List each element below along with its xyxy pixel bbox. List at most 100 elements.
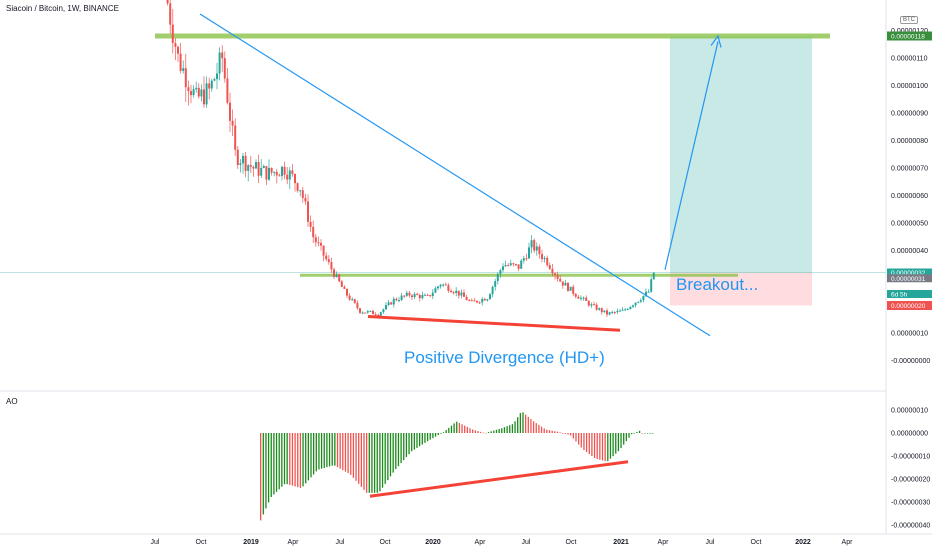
price-tag-label: 0.00000020 <box>891 303 926 310</box>
ao-y-tick-label: 0.00000000 <box>891 431 928 438</box>
candle-body <box>650 279 653 292</box>
ao-bar <box>615 433 617 454</box>
ao-bar <box>506 426 508 433</box>
x-tick-label: 2022 <box>795 539 811 546</box>
candle-body <box>174 43 177 47</box>
candle-body <box>437 286 439 289</box>
candle-body <box>390 302 393 305</box>
ao-bar <box>525 414 527 433</box>
candle-body <box>502 266 504 271</box>
candle-body <box>257 162 260 176</box>
candle-body <box>255 162 257 169</box>
ao-bar <box>604 433 606 462</box>
ao-bar <box>551 430 553 433</box>
candle-body <box>447 285 450 291</box>
ao-bar <box>442 432 445 433</box>
ao-bar <box>464 425 466 433</box>
ao-bar <box>649 433 651 434</box>
ao-bar <box>609 433 612 459</box>
ao-bar <box>607 433 609 462</box>
ao-bar <box>596 433 598 459</box>
divergence-annotation: Positive Divergence (HD+) <box>404 348 605 367</box>
candle-body <box>353 299 356 303</box>
candle-body <box>431 292 434 297</box>
candle-body <box>203 89 205 105</box>
candle-body <box>442 284 445 286</box>
profit-zone <box>670 36 812 273</box>
candle-body <box>491 286 494 295</box>
candle-body <box>429 295 432 297</box>
candle-body <box>585 297 588 301</box>
ao-bar <box>326 433 328 468</box>
candle-body <box>343 286 346 289</box>
candle-body <box>478 302 481 304</box>
candle-body <box>387 302 390 306</box>
ao-bar <box>477 431 479 433</box>
ao-bar <box>548 430 551 433</box>
candle-body <box>322 245 325 256</box>
ao-bar <box>514 421 516 433</box>
candle-body <box>642 295 645 301</box>
candle-body <box>647 291 650 293</box>
candle-body <box>556 275 559 279</box>
candle-body <box>372 310 374 315</box>
candle-body <box>457 290 460 296</box>
x-tick-label: Oct <box>751 539 762 546</box>
y-tick-label: 0.00000080 <box>891 138 928 145</box>
ao-bar <box>448 427 450 433</box>
candle-body <box>439 284 442 287</box>
candle-body <box>470 300 473 302</box>
candle-body <box>366 311 369 313</box>
ao-bar <box>318 433 320 470</box>
ao-bar <box>493 430 495 433</box>
x-tick-label: Jul <box>336 539 345 546</box>
candle-body <box>444 284 447 286</box>
candle-body <box>538 246 541 255</box>
price-tag <box>887 290 932 298</box>
candle-body <box>413 293 416 298</box>
candle-body <box>252 166 255 169</box>
x-tick-label: Jul <box>706 539 715 546</box>
candle-body <box>499 270 502 274</box>
price-divergence-line <box>367 315 621 332</box>
ao-bar <box>273 433 275 495</box>
ao-bar <box>617 433 620 452</box>
ao-bar <box>501 428 503 433</box>
ao-bar <box>503 427 506 433</box>
candle-body <box>593 304 595 306</box>
candle-body <box>645 291 647 296</box>
candle-body <box>205 83 208 105</box>
candle-body <box>190 91 192 96</box>
ao-bar <box>302 433 304 487</box>
candle-body <box>598 308 601 310</box>
candle-body <box>327 259 330 263</box>
candle-body <box>226 78 229 103</box>
candle-body <box>517 264 520 269</box>
candle-body <box>187 87 190 92</box>
ao-bar <box>432 433 434 439</box>
ao-bar <box>323 433 325 468</box>
candle-body <box>465 296 468 301</box>
candle-body <box>582 297 585 299</box>
ao-bar <box>403 433 405 461</box>
candle-body <box>486 299 489 301</box>
price-tag <box>887 31 932 41</box>
ao-bar <box>389 433 392 477</box>
candle-body <box>374 314 377 316</box>
ao-bar <box>487 432 490 433</box>
ao-bar <box>270 433 272 498</box>
ao-bar <box>474 430 476 433</box>
candle-body <box>621 309 624 311</box>
ao-bar <box>416 433 418 448</box>
currency-badge[interactable]: BTC <box>900 16 918 24</box>
candle-body <box>504 265 507 267</box>
ao-bar <box>535 423 537 433</box>
candle-body <box>652 272 655 280</box>
ao-bar <box>286 433 288 485</box>
candle-body <box>572 286 575 294</box>
ao-bar <box>509 425 511 433</box>
candle-body <box>314 237 317 243</box>
candle-body <box>210 80 213 89</box>
candle-body <box>426 294 429 296</box>
